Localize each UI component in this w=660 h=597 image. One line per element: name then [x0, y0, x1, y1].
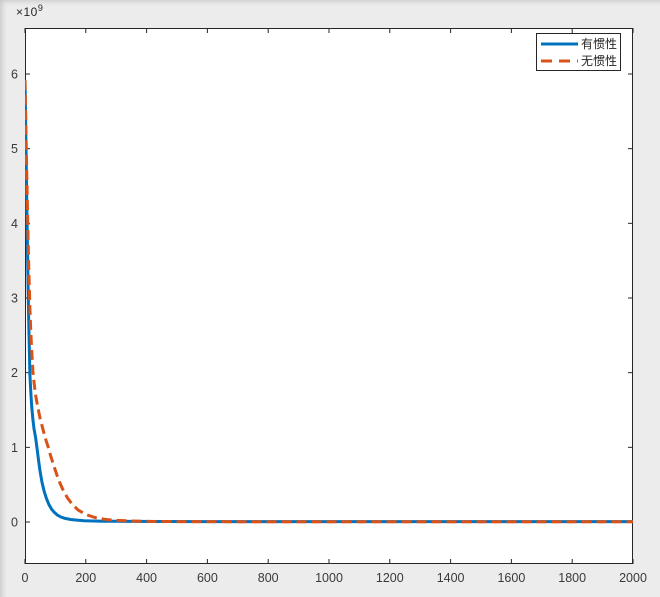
legend-label-with-inertia: 有惯性: [581, 36, 618, 51]
y-tick-label: 5: [11, 142, 18, 156]
x-tick-label: 800: [258, 571, 279, 585]
legend-solid-line-icon: [541, 42, 578, 45]
x-tick-label: 1800: [558, 571, 586, 585]
y-tick-label: 6: [11, 68, 18, 82]
y-tick-label: 3: [11, 292, 18, 306]
y-tick-label: 0: [11, 516, 18, 530]
y-tick-label: 2: [11, 366, 18, 380]
y-axis-exponent-label: ×109: [16, 3, 43, 19]
x-tick-label: 0: [22, 571, 29, 585]
x-tick-label: 1000: [315, 571, 343, 585]
series-line-with-inertia: [25, 79, 633, 524]
legend[interactable]: 有惯性 无惯性: [536, 33, 621, 71]
y-tick-label: 4: [11, 217, 18, 231]
series-line-without-inertia: [25, 79, 633, 524]
legend-dashed-line-icon: [541, 59, 578, 62]
x-tick-label: 200: [75, 571, 96, 585]
x-tick-label: 2000: [619, 571, 647, 585]
exponent-power: 9: [37, 3, 44, 13]
x-tick-label: 1200: [376, 571, 404, 585]
y-tick-label: 1: [11, 441, 18, 455]
legend-entry-without-inertia[interactable]: 无惯性: [541, 53, 620, 68]
plot-area: [25, 28, 633, 564]
axes-box: [25, 28, 633, 564]
x-tick-label: 600: [197, 571, 218, 585]
x-tick-label: 1600: [497, 571, 525, 585]
exponent-base: ×10: [16, 5, 38, 19]
x-tick-label: 1400: [437, 571, 465, 585]
x-tick-label: 400: [136, 571, 157, 585]
legend-label-without-inertia: 无惯性: [581, 53, 618, 68]
legend-entry-with-inertia[interactable]: 有惯性: [541, 36, 620, 51]
